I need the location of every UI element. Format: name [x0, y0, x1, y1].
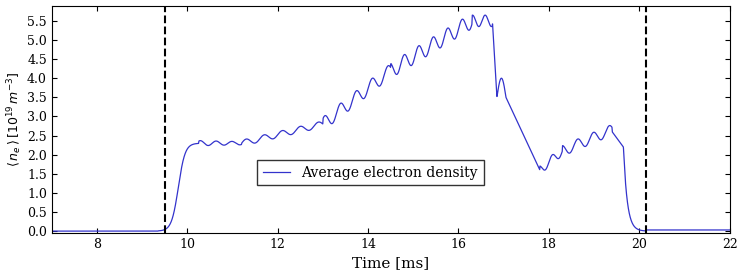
Y-axis label: $\langle\, n_e\,\rangle\, [10^{19}\, m^{-3}]$: $\langle\, n_e\,\rangle\, [10^{19}\, m^{… — [5, 71, 25, 167]
Average electron density — [48, 229, 56, 233]
Average electron density — [478, 18, 487, 21]
Average electron density — [468, 14, 477, 17]
Average electron density — [448, 36, 457, 39]
Average electron density — [725, 228, 734, 232]
Average electron density — [586, 135, 595, 139]
Line: Average electron density: Average electron density — [52, 15, 730, 231]
Average electron density — [550, 153, 559, 157]
X-axis label: Time [ms]: Time [ms] — [352, 256, 429, 270]
Legend: Average electron density: Average electron density — [257, 160, 484, 185]
Average electron density — [293, 127, 302, 130]
Average electron density — [82, 229, 91, 233]
